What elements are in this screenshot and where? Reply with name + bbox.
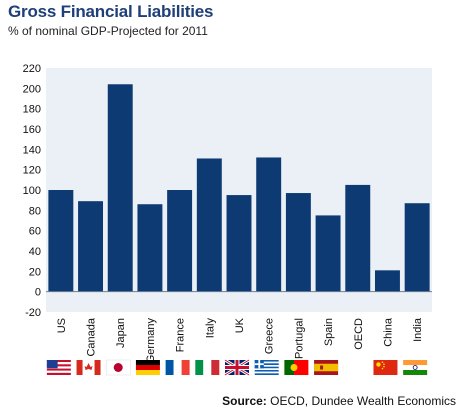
- japan-flag-icon: [105, 359, 131, 376]
- bar: [107, 84, 133, 292]
- greece-flag-icon: [254, 360, 279, 375]
- x-tick-label: Portugal: [293, 318, 305, 359]
- y-tick-label: 80: [29, 205, 41, 217]
- y-tick-label: 40: [29, 246, 41, 258]
- bar: [285, 193, 311, 292]
- y-tick-label: 120: [23, 165, 41, 177]
- y-tick-label: 140: [23, 144, 41, 156]
- chart-subtitle: % of nominal GDP-Projected for 2011: [8, 24, 208, 38]
- italy-flag-icon: [195, 360, 220, 375]
- x-tick-label: Canada: [86, 317, 98, 356]
- x-tick-label: China: [382, 317, 394, 347]
- x-tick-label: OECD: [353, 318, 365, 350]
- y-tick-label: 180: [23, 104, 41, 116]
- bar: [137, 204, 163, 292]
- bar: [48, 190, 74, 292]
- bar-chart: -20 0 20 40 60 80 100 120 140 160 180 200 220 US Canad…: [23, 63, 432, 377]
- source-note: Source: OECD, Dundee Wealth Economics: [222, 394, 456, 408]
- x-tick-label: Greece: [264, 318, 276, 354]
- x-tick-label: UK: [234, 317, 246, 333]
- bar: [167, 190, 193, 292]
- bar: [226, 195, 252, 292]
- india-flag-icon: [403, 360, 428, 375]
- y-tick-label: 60: [29, 226, 41, 238]
- y-tick-label: 20: [29, 266, 41, 278]
- y-tick-label: 100: [23, 185, 41, 197]
- portugal-flag-icon: [284, 360, 309, 375]
- germany-flag-icon: [135, 360, 160, 375]
- y-tick-label: -20: [25, 307, 41, 319]
- source-text: OECD, Dundee Wealth Economics: [270, 394, 456, 408]
- france-flag-icon: [165, 360, 190, 375]
- bar: [196, 158, 222, 292]
- x-tick-label: Japan: [115, 318, 127, 348]
- canada-flag-icon: [76, 360, 101, 375]
- spain-flag-icon: [314, 360, 339, 375]
- bar: [315, 215, 341, 292]
- source-label: Source:: [222, 394, 267, 408]
- x-tick-label: US: [56, 318, 68, 333]
- x-tick-label: Germany: [145, 318, 157, 364]
- uk-flag-icon: [224, 358, 250, 377]
- bar: [374, 270, 400, 292]
- y-tick-label: 0: [35, 287, 41, 299]
- bar: [256, 157, 282, 292]
- x-tick-label: India: [412, 317, 424, 342]
- x-tick-label: Italy: [204, 318, 216, 339]
- bar: [404, 203, 430, 292]
- china-flag-icon: [373, 360, 398, 375]
- bar: [78, 201, 104, 292]
- y-tick-label: 220: [23, 63, 41, 75]
- y-tick-label: 200: [23, 83, 41, 95]
- bar: [345, 184, 371, 292]
- y-tick-label: 160: [23, 124, 41, 136]
- us-flag-icon: [46, 360, 71, 375]
- x-tick-label: Spain: [323, 318, 335, 346]
- chart-title: Gross Financial Liabilities: [8, 2, 214, 21]
- x-tick-label: France: [175, 318, 187, 352]
